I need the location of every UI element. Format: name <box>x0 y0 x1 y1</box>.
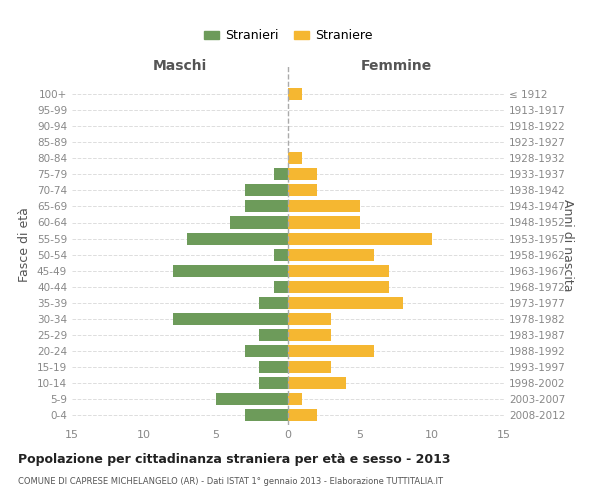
Bar <box>288 88 302 100</box>
Bar <box>173 313 288 325</box>
Text: Popolazione per cittadinanza straniera per età e sesso - 2013: Popolazione per cittadinanza straniera p… <box>18 452 451 466</box>
Bar <box>245 200 288 212</box>
Y-axis label: Anni di nascita: Anni di nascita <box>561 198 574 291</box>
Bar <box>230 216 288 228</box>
Bar <box>216 394 288 406</box>
Bar <box>288 345 374 357</box>
Text: COMUNE DI CAPRESE MICHELANGELO (AR) - Dati ISTAT 1° gennaio 2013 - Elaborazione : COMUNE DI CAPRESE MICHELANGELO (AR) - Da… <box>18 478 443 486</box>
Bar <box>288 361 331 373</box>
Text: Maschi: Maschi <box>153 59 207 73</box>
Bar <box>259 361 288 373</box>
Bar <box>245 345 288 357</box>
Bar <box>274 248 288 260</box>
Bar <box>274 168 288 180</box>
Bar <box>288 216 360 228</box>
Bar <box>288 184 317 196</box>
Bar <box>288 281 389 293</box>
Bar <box>288 248 374 260</box>
Bar <box>259 329 288 341</box>
Bar <box>274 281 288 293</box>
Bar <box>259 297 288 309</box>
Y-axis label: Fasce di età: Fasce di età <box>19 208 31 282</box>
Bar <box>288 313 331 325</box>
Bar <box>245 410 288 422</box>
Bar <box>288 232 432 244</box>
Bar <box>187 232 288 244</box>
Bar <box>259 377 288 389</box>
Bar <box>173 264 288 276</box>
Text: Femmine: Femmine <box>361 59 431 73</box>
Bar <box>288 377 346 389</box>
Bar <box>245 184 288 196</box>
Bar <box>288 152 302 164</box>
Bar <box>288 264 389 276</box>
Legend: Stranieri, Straniere: Stranieri, Straniere <box>199 24 377 48</box>
Bar <box>288 297 403 309</box>
Bar <box>288 394 302 406</box>
Bar <box>288 168 317 180</box>
Bar <box>288 200 360 212</box>
Bar <box>288 329 331 341</box>
Bar <box>288 410 317 422</box>
